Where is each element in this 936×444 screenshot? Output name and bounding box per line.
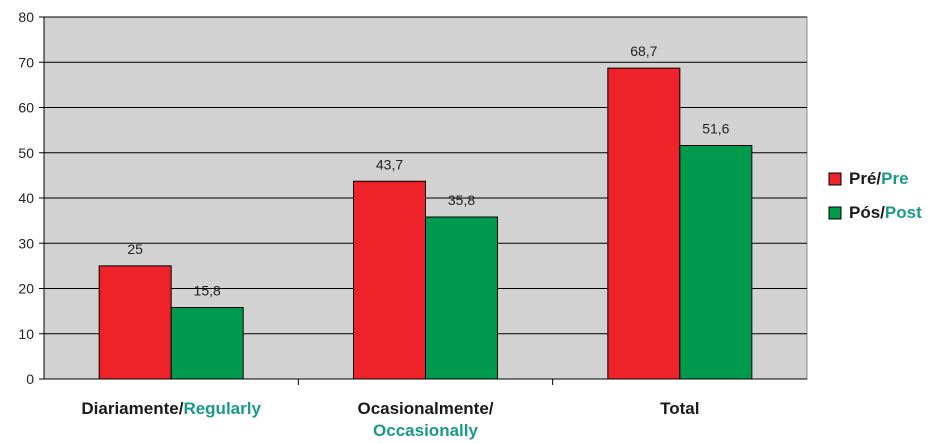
y-tick-label: 60 [18, 100, 34, 116]
bar-pre [353, 180, 426, 380]
category-label: Diariamente/Regularly [81, 399, 261, 418]
legend-label-pt: Pré/ [849, 169, 881, 188]
y-tick-label: 40 [18, 190, 34, 206]
legend: Pré/Pre Pós/Post [828, 169, 922, 222]
legend-swatch-post [828, 206, 842, 220]
y-tick-label: 80 [18, 9, 34, 25]
bar-post [425, 216, 498, 380]
bar-pre [607, 67, 681, 380]
legend-label: Pós/Post [849, 203, 922, 222]
data-label: 35,8 [448, 192, 475, 208]
data-label: 68,7 [630, 43, 657, 59]
x-axis: Diariamente/Regularly Ocasionalmente/Occa… [44, 378, 807, 440]
y-axis: 0 10 20 30 40 50 60 70 80 [18, 9, 45, 387]
y-tick-label: 70 [18, 54, 34, 70]
legend-label-en: Pre [881, 169, 908, 188]
data-label: 51,6 [702, 121, 729, 137]
bar-pre [98, 265, 172, 380]
data-label: 25 [127, 241, 143, 257]
data-label: 43,7 [376, 156, 403, 172]
category-label-pt: Total [660, 399, 699, 418]
y-tick-label: 50 [18, 145, 34, 161]
bar-post [679, 145, 753, 380]
category-label-pt: Ocasionalmente/ [357, 399, 493, 418]
category-label-pt: Diariamente/ [81, 399, 183, 418]
y-tick-label: 0 [26, 371, 34, 387]
bars: 25 15,8 43,7 35,8 68,7 51,6 [98, 43, 753, 380]
bar-post [170, 307, 244, 380]
data-label: 15,8 [194, 283, 221, 299]
y-tick-label: 20 [18, 281, 34, 297]
category-label: Ocasionalmente/Occasionally [357, 399, 493, 440]
y-tick-label: 10 [18, 326, 34, 342]
legend-label: Pré/Pre [849, 169, 909, 188]
legend-label-pt: Pós/ [849, 203, 885, 222]
category-label: Total [660, 399, 699, 418]
legend-swatch-pre [828, 172, 842, 186]
y-tick-label: 30 [18, 235, 34, 251]
category-label-en: Regularly [183, 399, 261, 418]
category-label-en: Occasionally [373, 421, 478, 440]
legend-label-en: Post [885, 203, 922, 222]
